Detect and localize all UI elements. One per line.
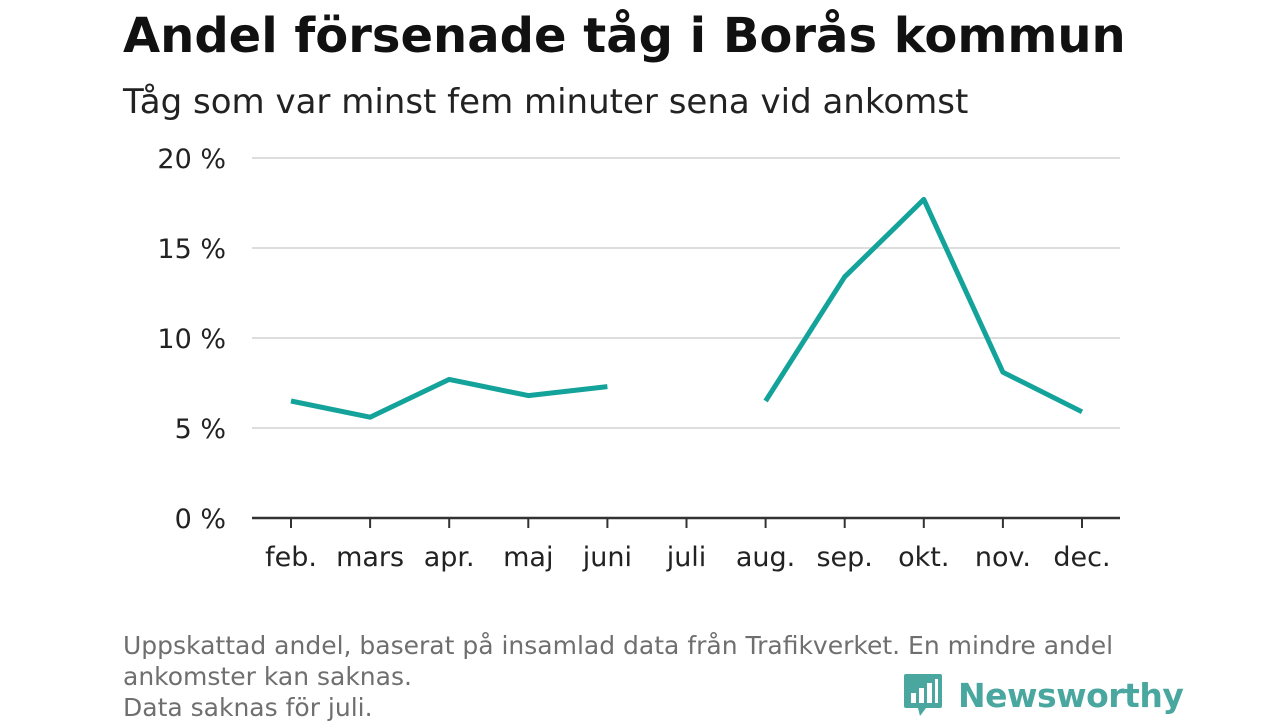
x-tick-label: aug. xyxy=(736,542,795,573)
brand-logo: Newsworthy xyxy=(902,670,1184,720)
source-note: Uppskattad andel, baserat på insamlad da… xyxy=(123,630,1163,723)
x-tick-label: dec. xyxy=(1053,542,1110,573)
y-tick-label: 15 % xyxy=(157,234,226,265)
x-tick-label: mars xyxy=(336,542,404,573)
x-tick-label: feb. xyxy=(265,542,317,573)
y-tick-label: 20 % xyxy=(157,144,226,175)
x-tick-label: maj xyxy=(503,542,553,573)
chart-subtitle: Tåg som var minst fem minuter sena vid a… xyxy=(123,82,969,122)
x-tick-label: juli xyxy=(666,542,707,573)
x-tick-label: nov. xyxy=(975,542,1031,573)
source-note-line: Data saknas för juli. xyxy=(123,693,373,722)
series-line xyxy=(290,376,608,420)
y-tick-label: 0 % xyxy=(175,504,226,535)
line-chart: 0 % 5 % 10 % 15 % 20 % feb. mars apr. maj juni jul… xyxy=(157,144,1120,573)
y-tick-label: 5 % xyxy=(175,414,226,445)
x-tick-label: juni xyxy=(582,542,632,573)
brand-name: Newsworthy xyxy=(958,675,1184,715)
source-note-line: ankomster kan saknas. xyxy=(123,662,412,691)
series-line xyxy=(763,196,1084,415)
chart-title: Andel försenade tåg i Borås kommun xyxy=(123,8,1126,64)
x-tick-label: apr. xyxy=(424,542,475,573)
newsworthy-logo-icon xyxy=(904,674,942,716)
x-tick-label: sep. xyxy=(816,542,872,573)
x-tick-label: okt. xyxy=(898,542,949,573)
y-tick-label: 10 % xyxy=(157,324,226,355)
source-note-line: Uppskattad andel, baserat på insamlad da… xyxy=(123,631,1114,660)
